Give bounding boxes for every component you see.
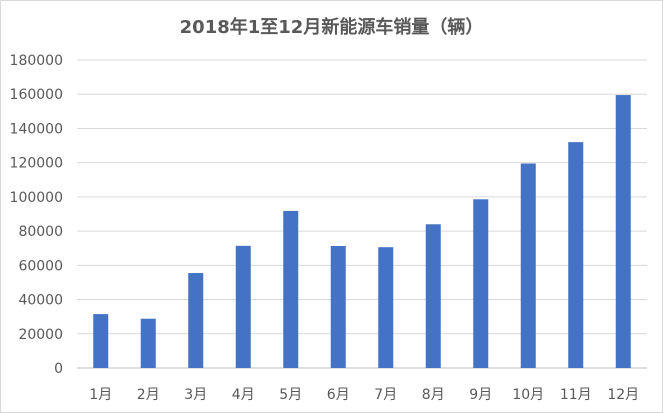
x-tick-label: 2月 xyxy=(137,387,160,403)
chart-title: 2018年1至12月新能源车销量（辆） xyxy=(179,17,484,38)
x-tick-label: 7月 xyxy=(374,387,397,403)
bar xyxy=(93,314,109,368)
bar xyxy=(520,163,536,368)
bar xyxy=(235,245,251,368)
bar xyxy=(140,318,156,368)
y-tick-label: 0 xyxy=(54,361,63,377)
y-tick-label: 20000 xyxy=(18,327,63,343)
x-tick-label: 3月 xyxy=(184,387,207,403)
y-tick-label: 120000 xyxy=(10,156,63,172)
x-tick-label: 4月 xyxy=(232,387,255,403)
x-tick-label: 6月 xyxy=(327,387,350,403)
bar xyxy=(378,247,394,368)
x-tick-label: 9月 xyxy=(469,387,492,403)
y-tick-label: 180000 xyxy=(10,53,63,69)
x-tick-label: 12月 xyxy=(607,387,639,403)
y-tick-label: 100000 xyxy=(10,190,63,206)
y-tick-label: 140000 xyxy=(10,121,63,137)
bar xyxy=(188,273,204,368)
y-tick-label: 60000 xyxy=(18,258,63,274)
x-tick-label: 5月 xyxy=(279,387,302,403)
bar xyxy=(425,224,441,368)
bar xyxy=(283,210,299,368)
bar xyxy=(615,95,631,369)
y-tick-label: 80000 xyxy=(18,224,63,240)
x-tick-label: 10月 xyxy=(512,387,544,403)
x-tick-label: 1月 xyxy=(89,387,112,403)
bar xyxy=(473,199,489,368)
x-tick-label: 8月 xyxy=(422,387,445,403)
x-tick-label: 11月 xyxy=(560,387,592,403)
y-tick-label: 40000 xyxy=(18,293,63,309)
bar xyxy=(330,245,346,368)
bar xyxy=(568,142,584,368)
y-tick-label: 160000 xyxy=(10,87,63,103)
